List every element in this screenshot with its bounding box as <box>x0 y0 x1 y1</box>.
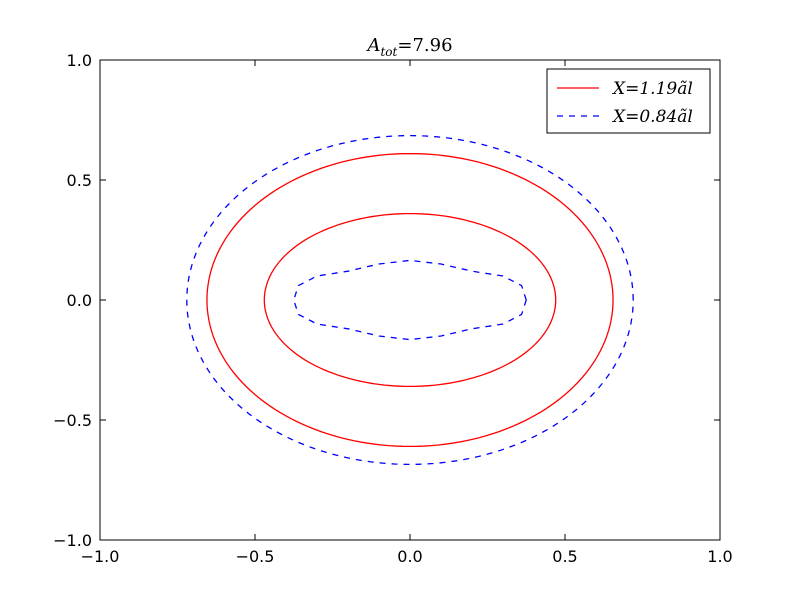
y-tick-label: −0.5 <box>53 411 92 430</box>
x-tick-label: 0.5 <box>552 547 577 566</box>
chart-title: Atot=7.96 <box>365 35 452 59</box>
plot-area <box>186 134 634 466</box>
y-tick-label: 0.5 <box>67 171 92 190</box>
series-1-contour-1 <box>206 152 614 448</box>
title-value: 7.96 <box>412 35 452 56</box>
x-tick-label: −0.5 <box>236 547 275 566</box>
y-tick-label: 1.0 <box>67 51 92 70</box>
series-2-contour-1 <box>186 134 634 466</box>
x-tick-label: −1.0 <box>81 547 120 566</box>
legend-label-2: X=0.84ãl <box>611 107 693 127</box>
legend: X=1.19ãl X=0.84ãl <box>546 68 711 134</box>
title-equals: = <box>397 35 412 56</box>
svg-text:Atot=7.96: Atot=7.96 <box>365 35 452 59</box>
y-tick-label: 0.0 <box>67 291 92 310</box>
legend-label-1: X=1.19ãl <box>611 79 693 99</box>
legend-box <box>546 68 711 134</box>
axes: −1.0 −0.5 0.0 0.5 1.0 −1.0 −0.5 0.0 0.5 1.0 <box>53 51 733 566</box>
series-1-contour-2 <box>263 212 557 388</box>
x-tick-label: 1.0 <box>707 547 732 566</box>
series-2-contour-2 <box>293 259 527 341</box>
title-symbol: A <box>365 35 380 56</box>
title-subscript: tot <box>380 45 397 59</box>
x-tick-label: 0.0 <box>397 547 422 566</box>
y-tick-label: −1.0 <box>53 531 92 550</box>
